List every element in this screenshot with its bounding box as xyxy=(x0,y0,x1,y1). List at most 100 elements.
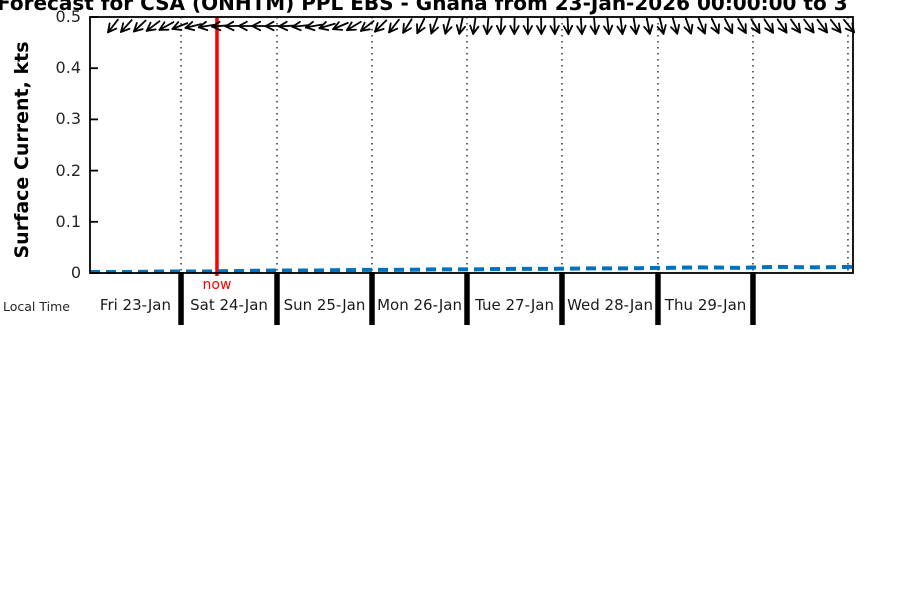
y-tick-label: 0.4 xyxy=(55,58,81,78)
arrow-segment xyxy=(684,17,692,35)
arrow-segment xyxy=(593,17,597,35)
current-direction-arrow xyxy=(683,17,694,35)
arrow-segment xyxy=(670,26,679,35)
arrow-segment xyxy=(513,25,520,35)
arrow-segment xyxy=(744,23,747,34)
y-tick-label: 0 xyxy=(70,263,81,282)
current-direction-arrow xyxy=(184,21,202,31)
current-direction-arrow xyxy=(402,18,413,34)
y-tick-label: 0.5 xyxy=(55,7,81,26)
current-direction-arrow xyxy=(374,19,388,33)
arrow-segment xyxy=(455,24,461,35)
arrow-segment xyxy=(469,24,475,35)
arrow-segment xyxy=(758,22,761,34)
arrow-segment xyxy=(171,27,183,31)
arrow-segment xyxy=(553,24,560,35)
arrow-segment xyxy=(645,17,651,35)
y-tick-label: 0.3 xyxy=(55,109,81,129)
arrow-segment xyxy=(671,17,679,35)
current-direction-arrow xyxy=(723,17,734,35)
current-direction-arrow xyxy=(304,20,323,32)
current-direction-arrow xyxy=(429,17,439,35)
arrow-segment xyxy=(737,18,747,34)
arrow-segment xyxy=(237,25,248,32)
arrow-segment xyxy=(132,22,138,33)
arrow-segment xyxy=(581,24,587,35)
arrow-segment xyxy=(710,17,720,35)
arrow-segment xyxy=(608,24,614,35)
arrow-segment xyxy=(576,25,583,35)
arrow-segment xyxy=(737,27,747,34)
arrow-segment xyxy=(486,17,490,35)
arrow-segment xyxy=(416,17,426,35)
arrow-segment xyxy=(803,18,815,34)
arrow-segment xyxy=(594,24,600,35)
arrow-segment xyxy=(683,26,692,35)
arrow-segment xyxy=(158,21,175,31)
arrow-segment xyxy=(710,26,720,35)
surface-current-plot xyxy=(89,16,855,325)
arrow-segment xyxy=(224,20,235,28)
arrow-segment xyxy=(750,18,761,34)
arrow-segment xyxy=(658,17,665,35)
arrow-segment xyxy=(579,17,583,35)
local-time-caption: Local Time xyxy=(3,299,70,314)
current-direction-arrow xyxy=(495,17,507,35)
current-direction-arrow xyxy=(171,21,189,31)
arrow-segment xyxy=(619,17,624,35)
arrow-segment xyxy=(603,25,610,35)
arrow-segment xyxy=(648,24,654,35)
current-direction-arrow xyxy=(197,20,216,32)
arrow-segment xyxy=(184,21,194,29)
arrow-segment xyxy=(656,26,665,35)
arrow-segment xyxy=(184,23,202,29)
arrow-segment xyxy=(264,25,275,32)
arrow-segment xyxy=(804,27,815,34)
arrow-segment xyxy=(374,22,379,33)
arrow-segment xyxy=(522,25,529,35)
arrow-segment xyxy=(346,28,357,32)
arrow-segment xyxy=(251,20,262,27)
current-direction-arrow xyxy=(536,17,547,35)
arrow-segment xyxy=(676,23,680,35)
arrow-segment xyxy=(444,26,453,35)
arrow-segment xyxy=(332,21,349,31)
current-direction-arrow xyxy=(710,17,720,35)
arrow-segment xyxy=(818,27,828,34)
arrow-segment xyxy=(430,26,439,35)
arrow-segment xyxy=(120,22,125,33)
arrow-segment xyxy=(402,22,405,34)
arrow-segment xyxy=(120,19,133,33)
arrow-segment xyxy=(360,20,375,32)
current-direction-arrow xyxy=(670,17,680,35)
arrow-segment xyxy=(697,17,706,35)
arrow-segment xyxy=(540,25,547,35)
current-direction-arrow xyxy=(643,17,654,35)
day-label: Thu 29-Jan xyxy=(664,296,747,314)
arrow-segment xyxy=(171,21,180,30)
arrow-segment xyxy=(791,27,801,34)
current-direction-arrow xyxy=(346,20,362,32)
current-direction-arrow xyxy=(360,20,375,32)
arrow-segment xyxy=(472,17,477,35)
chart-title: Forecast for CSA (ONHTM) PPL EBS - Ghana… xyxy=(0,0,848,15)
arrow-segment xyxy=(763,18,774,34)
y-tick-label: 0.1 xyxy=(55,211,81,231)
arrow-segment xyxy=(690,23,694,35)
now-label: now xyxy=(202,277,232,293)
arrow-segment xyxy=(304,23,323,29)
arrow-segment xyxy=(318,21,327,30)
arrow-segment xyxy=(811,22,815,34)
arrow-segment xyxy=(278,20,288,28)
arrow-segment xyxy=(499,17,503,35)
arrow-segment xyxy=(346,21,353,32)
arrow-segment xyxy=(251,25,262,32)
arrow-segment xyxy=(662,24,667,35)
arrow-segment xyxy=(838,22,842,34)
current-direction-arrow xyxy=(803,18,815,34)
arrow-segment xyxy=(416,26,426,35)
current-direction-arrow xyxy=(549,17,560,35)
arrow-segment xyxy=(304,20,314,29)
current-direction-arrow xyxy=(603,17,614,35)
